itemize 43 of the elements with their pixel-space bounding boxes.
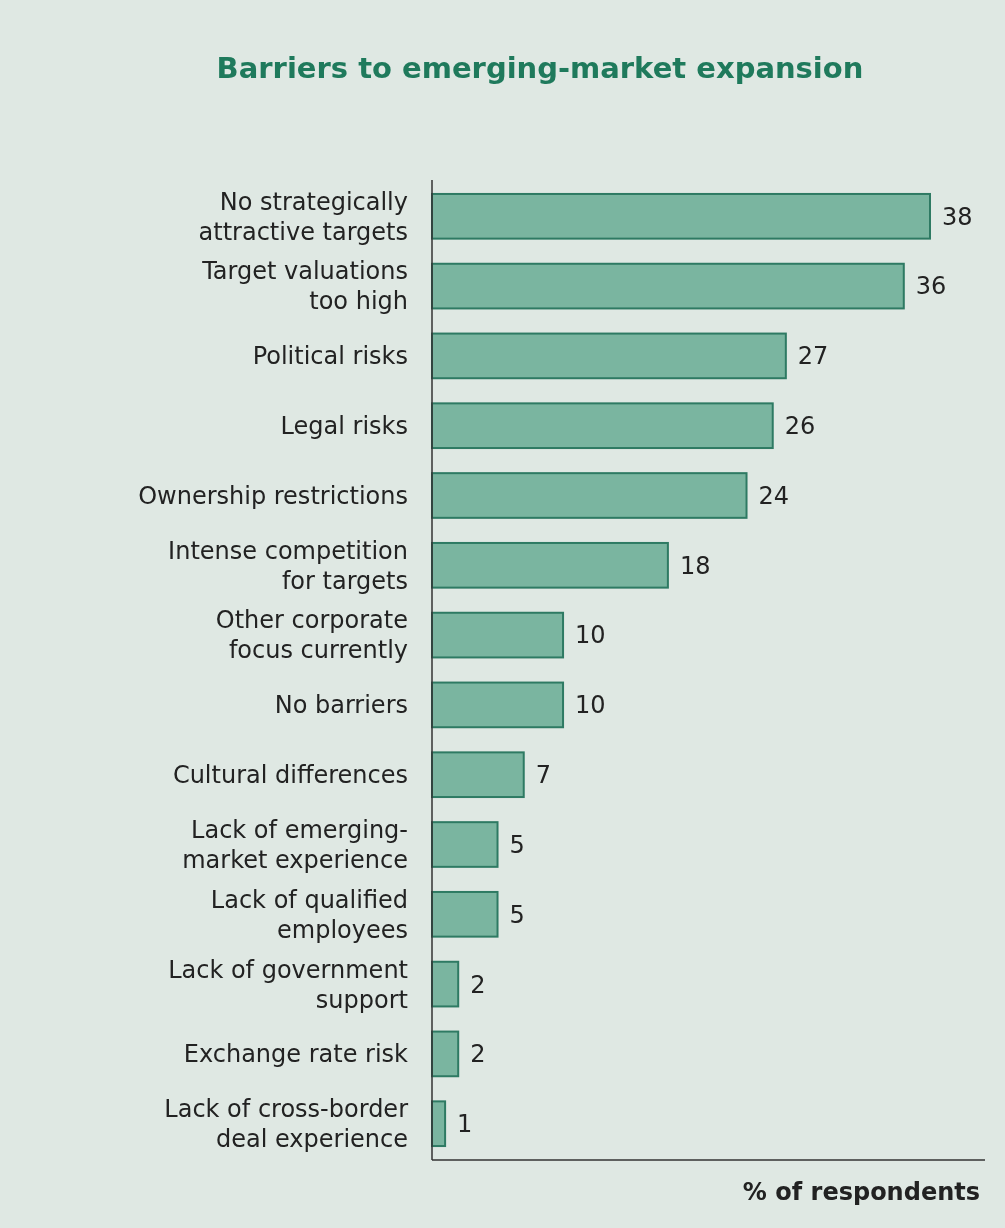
bar [431,332,787,380]
data-label: 10 [575,621,606,650]
data-label: 7 [535,761,552,790]
data-label: 26 [784,412,816,441]
bar [431,402,774,450]
bar [431,262,905,310]
bar [431,751,525,799]
data-label: 2 [470,1040,486,1069]
bar [431,611,565,659]
data-label: 10 [575,691,606,720]
bar [431,541,669,589]
y-tick-label: Legal risks [280,412,408,441]
y-tick-label: No barriers [274,691,408,720]
data-label: 27 [797,342,829,371]
y-tick-label: Cultural differences [172,761,408,790]
bar [431,890,499,938]
data-label: 38 [942,202,973,231]
data-label: 5 [509,830,525,859]
y-tick-label: Lack of qualified employees [210,885,408,944]
data-label: 18 [679,551,711,580]
data-label: 2 [470,970,486,999]
y-tick-label: No strategically attractive targets [198,187,408,246]
y-tick-label: Political risks [252,342,408,371]
bar [431,681,565,729]
y-tick-label: Ownership restrictions [138,481,408,510]
y-tick-label: Lack of emerging-market experience [182,815,408,874]
data-label: 24 [758,481,790,510]
data-label: 36 [915,272,947,301]
x-axis-title: % of respondents [742,1178,980,1206]
y-tick-label: Other corporate focus currently [215,606,408,665]
bar [431,192,931,240]
data-label: 5 [509,900,525,929]
y-tick-label: Target valuations too high [201,257,408,316]
y-tick-label: Lack of cross-border deal experience [164,1095,409,1154]
y-tick-label: Lack of government support [168,955,408,1014]
chart-title: Barriers to emerging-market expansion [216,51,864,85]
bar [431,472,748,519]
bar [431,1030,460,1078]
y-tick-label: Intense competition for targets [168,536,408,595]
y-tick-label: Exchange rate risk [183,1040,409,1069]
bar [431,821,499,868]
bar [431,960,460,1008]
data-label: 1 [457,1110,473,1139]
